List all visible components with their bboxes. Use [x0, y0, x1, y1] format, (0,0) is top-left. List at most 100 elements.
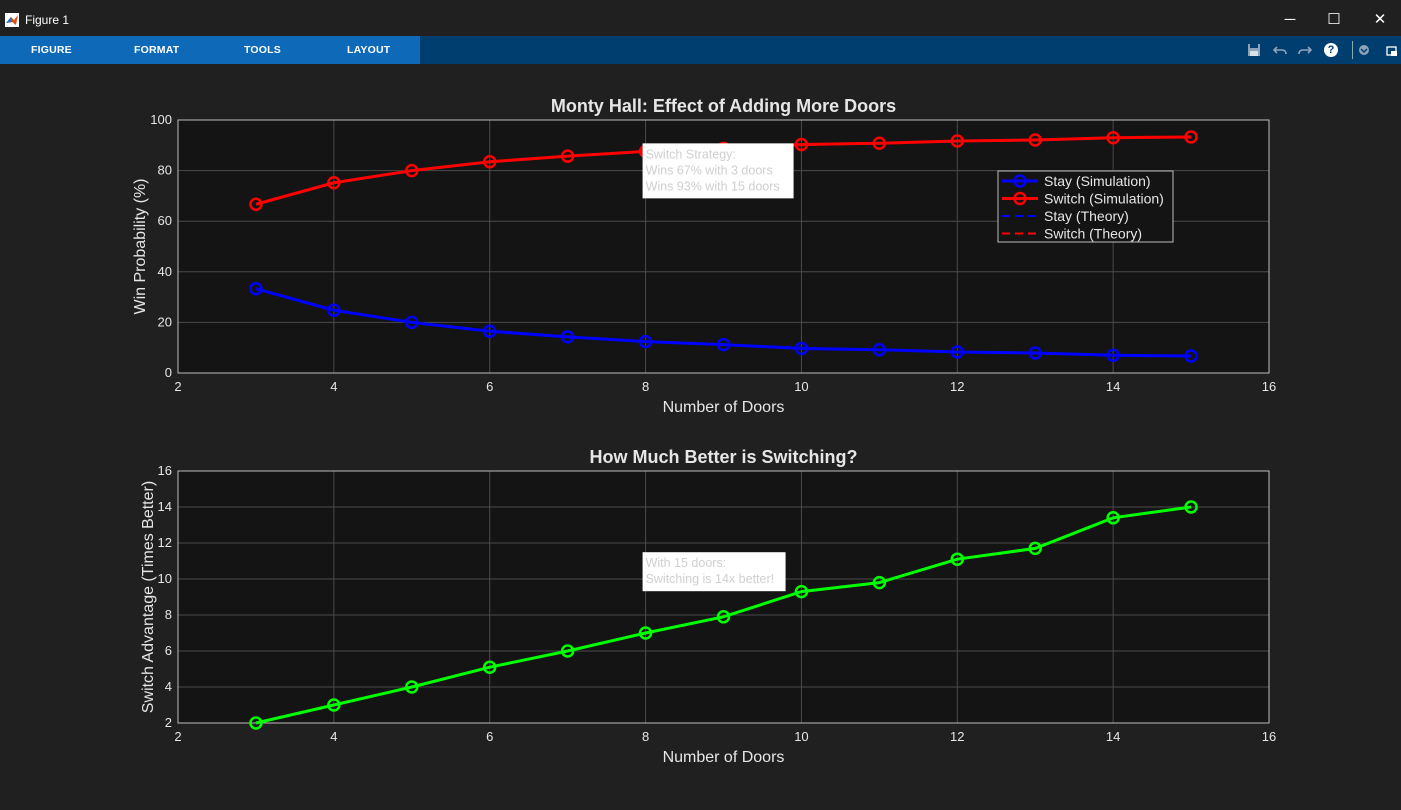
- data-point: [1028, 133, 1042, 147]
- x-tick-label: 2: [174, 729, 181, 744]
- data-point: [482, 324, 497, 339]
- y-tick-label: 100: [150, 112, 172, 127]
- x-tick-label: 14: [1106, 379, 1120, 394]
- data-point: [1184, 349, 1198, 363]
- data-point: [1184, 130, 1198, 144]
- legend-entry: Switch (Theory): [1044, 226, 1142, 242]
- series-line: [255, 287, 1192, 358]
- y-tick-label: 4: [165, 679, 172, 694]
- data-point: [327, 175, 341, 190]
- data-point: [872, 575, 887, 590]
- y-tick-label: 12: [158, 535, 172, 550]
- legend-marker: [1013, 191, 1027, 206]
- data-point: [405, 315, 419, 330]
- x-tick-label: 10: [794, 379, 808, 394]
- axes-box: [177, 119, 1270, 374]
- annotation-box: [642, 552, 786, 592]
- legend: Stay (Simulation) Switch (Simulation)Stay…: [997, 170, 1174, 243]
- x-tick-label: 10: [794, 729, 808, 744]
- data-point: [405, 680, 419, 694]
- x-tick-label: 8: [642, 379, 649, 394]
- data-point: [716, 337, 731, 352]
- help-icon[interactable]: ?: [1324, 43, 1338, 57]
- win-probability-chart: 2 4 6 8 10 12 14 16 0 20 40 60 80 100 Monty Hall: Effe…: [132, 96, 1276, 416]
- legend-entry: Stay (Theory): [1044, 208, 1129, 224]
- data-point: [638, 334, 653, 349]
- minimize-button[interactable]: ─: [1284, 11, 1296, 28]
- data-point: [560, 644, 575, 658]
- data-point: [1106, 130, 1120, 145]
- axes-background: [178, 471, 1269, 723]
- data-point: [560, 330, 575, 344]
- data-point: [249, 197, 263, 211]
- y-tick-label: 40: [158, 264, 172, 279]
- annotation-text: Wins 93% with 15 doors: [646, 179, 780, 193]
- x-tick-label: 6: [486, 729, 493, 744]
- annotation-text: Switch Strategy:: [646, 147, 736, 161]
- y-tick-label: 10: [158, 571, 172, 586]
- x-tick-label: 16: [1262, 729, 1276, 744]
- x-axis-label: Number of Doors: [663, 399, 785, 416]
- y-tick-label: 60: [158, 213, 172, 228]
- undo-icon[interactable]: [1272, 42, 1288, 58]
- data-point: [249, 716, 263, 730]
- y-tick-label: 80: [158, 163, 172, 178]
- x-tick-label: 8: [642, 729, 649, 744]
- annotation-text: With 15 doors:: [646, 556, 727, 570]
- tab-format[interactable]: FORMAT: [134, 44, 180, 56]
- y-axis-label: Win Probability (%): [132, 178, 149, 314]
- x-tick-label: 16: [1262, 379, 1276, 394]
- data-point: [794, 137, 809, 152]
- redo-icon[interactable]: [1297, 42, 1313, 58]
- collapse-icon[interactable]: [1356, 42, 1372, 58]
- chart-title: How Much Better is Switching?: [589, 447, 857, 467]
- data-point: [1106, 348, 1120, 363]
- dock-icon[interactable]: [1384, 42, 1400, 58]
- data-point: [482, 660, 497, 674]
- x-axis-label: Number of Doors: [663, 749, 785, 766]
- axes-box: [177, 470, 1270, 724]
- data-point: [872, 136, 887, 151]
- data-point: [560, 149, 575, 163]
- data-point: [950, 134, 965, 148]
- save-icon[interactable]: [1246, 42, 1262, 58]
- window-title: Figure 1: [25, 13, 70, 27]
- legend-marker: [1013, 174, 1027, 188]
- data-point: [950, 552, 965, 566]
- x-tick-label: 12: [950, 729, 964, 744]
- annotation-text: Wins 67% with 3 doors: [646, 163, 773, 177]
- x-tick-label: 12: [950, 379, 964, 394]
- x-tick-label: 14: [1106, 729, 1120, 744]
- annotation-box: [642, 143, 794, 199]
- window-titlebar: Figure 1 ─ ☐ ✕: [0, 0, 1401, 36]
- data-point: [249, 282, 263, 296]
- data-point: [1028, 346, 1042, 360]
- tab-tools[interactable]: TOOLS: [244, 44, 281, 56]
- close-button[interactable]: ✕: [1373, 11, 1387, 28]
- data-point: [716, 610, 731, 624]
- data-point: [327, 303, 341, 318]
- legend-entry: Switch (Simulation): [1044, 191, 1164, 207]
- x-tick-label: 2: [174, 379, 181, 394]
- legend-box: [997, 170, 1174, 243]
- toolstrip-tabs: FIGURE FORMAT TOOLS LAYOUT: [0, 36, 420, 64]
- matlab-logo-icon: [5, 13, 19, 27]
- switch-advantage-chart: 2 4 6 8 10 12 14 16 2 4 6 8 10 12 14 16 How Much Better …: [140, 447, 1276, 766]
- y-axis-label: Switch Advantage (Times Better): [140, 481, 157, 713]
- maximize-button[interactable]: ☐: [1327, 11, 1341, 28]
- y-tick-label: 8: [165, 607, 172, 622]
- data-point: [1184, 500, 1198, 514]
- x-tick-label: 6: [486, 379, 493, 394]
- data-point: [794, 584, 809, 599]
- data-point: [794, 341, 809, 356]
- figure-canvas: 2 4 6 8 10 12 14 16 0 20 40 60 80 100 Monty Hall: Effe…: [0, 64, 1401, 805]
- y-tick-label: 14: [158, 499, 172, 514]
- data-point: [1028, 541, 1042, 556]
- tab-figure[interactable]: FIGURE: [31, 44, 72, 56]
- data-point: [638, 626, 653, 640]
- y-tick-label: 16: [158, 463, 172, 478]
- y-tick-label: 6: [165, 643, 172, 658]
- tab-layout[interactable]: LAYOUT: [347, 44, 391, 56]
- data-point: [1106, 511, 1120, 525]
- data-point: [872, 342, 887, 357]
